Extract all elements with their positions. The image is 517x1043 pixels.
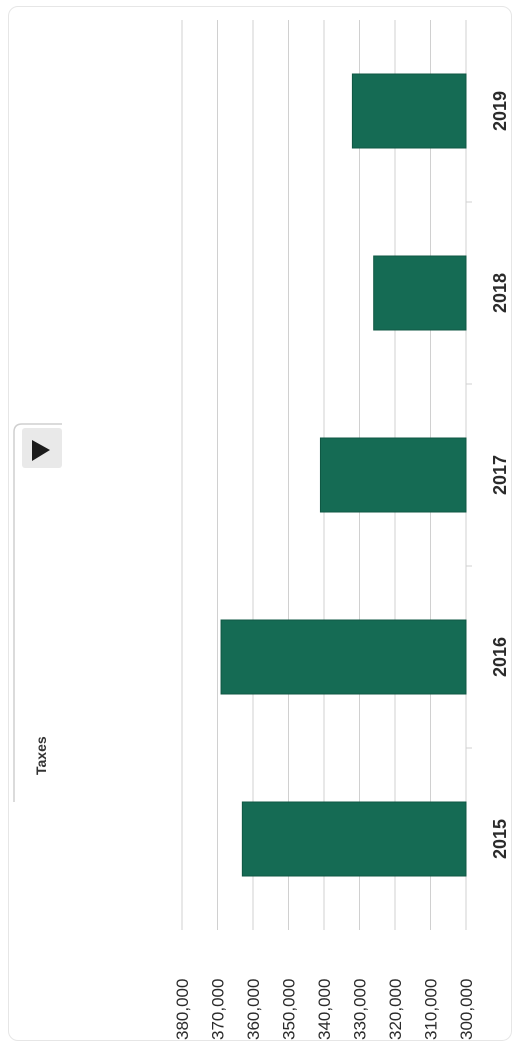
value-tick-label: 380,000 (173, 979, 192, 1040)
category-label: 2017 (490, 455, 510, 495)
value-tick-label: 300,000 (457, 979, 476, 1040)
bar (373, 255, 467, 331)
value-tick-label: 310,000 (422, 979, 441, 1040)
bar (319, 437, 467, 513)
gridlines (181, 20, 472, 930)
category-label: 2016 (490, 637, 510, 677)
value-tick-label: 320,000 (386, 979, 405, 1040)
value-axis: 300,000 310,000 320,000 330,000 340,000 350,0… (173, 979, 476, 1040)
category-axis: 2015 2016 2017 2018 2019 (490, 91, 510, 859)
series-dropdown[interactable]: Taxes (13, 423, 62, 802)
value-tick-label: 370,000 (209, 979, 228, 1040)
dropdown-border (13, 423, 62, 802)
bar (241, 801, 467, 877)
value-tick-label: 360,000 (244, 979, 263, 1040)
bars (220, 73, 467, 877)
category-label: 2015 (490, 819, 510, 859)
value-tick-label: 340,000 (315, 979, 334, 1040)
value-tick-label: 330,000 (351, 979, 370, 1040)
category-label: 2019 (490, 91, 510, 131)
category-label: 2018 (490, 273, 510, 313)
bar (351, 73, 467, 149)
bar (220, 619, 467, 695)
dropdown-selected-label: Taxes (33, 736, 49, 775)
triangle-right-icon (32, 440, 50, 461)
value-tick-label: 350,000 (280, 979, 299, 1040)
